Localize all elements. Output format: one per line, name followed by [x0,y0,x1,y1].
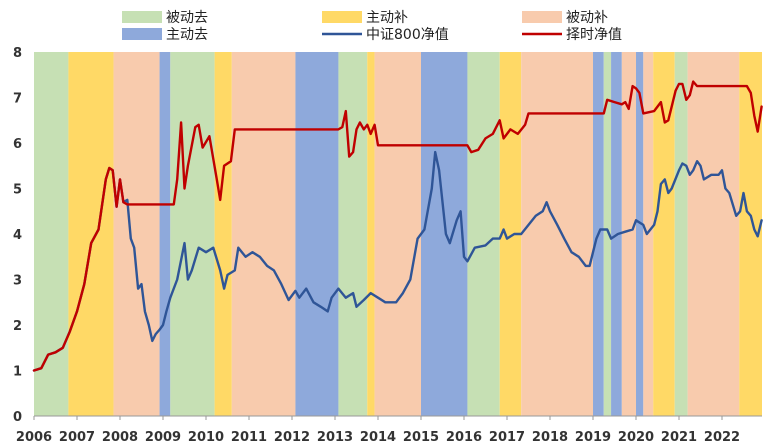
series-layer [32,80,763,372]
legend-label-active-out: 主动去 [166,27,208,43]
y-tick-label: 5 [13,183,22,198]
legend-label-passive-fill: 被动补 [566,10,608,26]
legend-entry-passive-out: 被动去 [122,10,208,26]
legend-swatch-passive-fill [522,11,562,23]
x-tick-label: 2013 [317,430,353,445]
x-tick-label: 2021 [661,430,697,445]
legend-entry-active-fill: 主动补 [322,10,408,26]
regime-band-passive_fill-23 [687,52,740,416]
regime-band-passive_out-8 [338,52,368,416]
x-tick-label: 2011 [231,430,267,445]
regime-band-active_fill-24 [739,52,762,416]
regime-band-passive_fill-18 [621,52,637,416]
y-tick-label: 0 [13,410,22,425]
legend-entry-csi800: 中证800净值 [322,27,449,43]
x-tick-label: 2018 [532,430,568,445]
regime-band-active_fill-1 [68,52,114,416]
legend-entry-timing: 择时净值 [522,27,622,43]
regime-background-layer [34,52,762,416]
y-tick-label: 6 [13,137,22,152]
legend-label-timing: 择时净值 [566,27,622,43]
y-tick-label: 4 [13,228,22,243]
regime-band-active_out-7 [295,52,339,416]
legend-entry-active-out: 主动去 [122,27,208,43]
x-tick-label: 2016 [446,430,482,445]
x-tick-label: 2022 [704,430,740,445]
regime-band-active_fill-5 [214,52,232,416]
y-tick-label: 1 [13,365,22,380]
y-tick-label: 7 [13,92,22,107]
series-line-csi800 [32,150,763,372]
regime-band-active_out-3 [159,52,171,416]
regime-band-passive_fill-6 [231,52,296,416]
regime-band-passive_fill-2 [113,52,160,416]
regime-band-passive_out-12 [467,52,500,416]
x-tick-label: 2014 [360,430,396,445]
x-tick-label: 2006 [16,430,52,445]
legend-entry-passive-fill: 被动补 [522,10,608,26]
x-tick-label: 2010 [188,430,224,445]
regime-band-active_fill-9 [367,52,375,416]
regime-band-active_out-19 [636,52,644,416]
legend-label-passive-out: 被动去 [166,10,208,26]
x-tick-label: 2015 [403,430,439,445]
regime-band-active_fill-21 [653,52,675,416]
legend-swatch-active-out [122,28,162,40]
legend-swatch-passive-out [122,11,162,23]
x-tick-label: 2017 [489,430,525,445]
regime-band-passive_out-22 [674,52,688,416]
series-line-timing [32,80,763,372]
regime-band-passive_out-16 [603,52,612,416]
x-tick-label: 2019 [575,430,611,445]
regime-band-passive_fill-10 [374,52,422,416]
regime-band-active_out-11 [421,52,468,416]
x-tick-label: 2009 [145,430,181,445]
regime-band-active_fill-13 [499,52,522,416]
axis-layer: 0 1 2 3 4 5 6 7 8 2006 2007 2008 2009 2010 2011 2012 201… [13,46,762,445]
x-tick-label: 2007 [59,430,95,445]
x-tick-label: 2020 [618,430,654,445]
legend-label-csi800: 中证800净值 [366,27,449,43]
legend-swatch-active-fill [322,11,362,23]
y-tick-label: 3 [13,274,22,289]
x-tick-label: 2008 [102,430,138,445]
y-tick-label: 8 [13,46,22,61]
y-tick-label: 2 [13,319,22,334]
regime-band-passive_out-0 [34,52,69,416]
regime-band-passive_out-4 [170,52,215,416]
x-tick-label: 2012 [274,430,310,445]
regime-band-passive_fill-14 [521,52,594,416]
legend-label-active-fill: 主动补 [366,10,408,26]
